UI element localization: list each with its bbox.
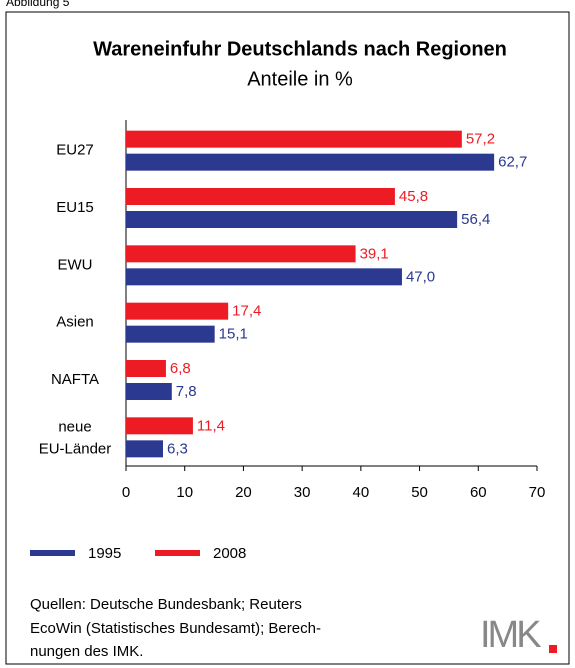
value-label: 6,8: [170, 360, 191, 377]
legend-label: 2008: [213, 545, 246, 562]
bar: [126, 268, 402, 286]
frame: [5, 11, 570, 665]
value-label: 11,4: [197, 417, 225, 434]
bar: [126, 383, 172, 400]
caption: Abbildung 5: [6, 0, 70, 9]
value-label: 47,0: [406, 268, 435, 285]
x-tick-label: 40: [353, 484, 370, 501]
source-line: Quellen: Deutsche Bundesbank; Reuters: [30, 596, 302, 613]
y-tick-label-line: EU-Länder: [39, 440, 112, 457]
value-label: 17,4: [232, 303, 261, 320]
value-label: 56,4: [461, 211, 490, 228]
y-tick-label-line: neue: [58, 418, 91, 435]
bar: [126, 417, 193, 435]
bar: [126, 188, 395, 205]
y-tick-label: Asien: [56, 314, 94, 331]
bar: [126, 153, 495, 171]
x-tick-label: 60: [470, 484, 487, 501]
x-tick-label: 10: [176, 484, 193, 501]
value-label: 45,8: [399, 188, 428, 205]
bar: [126, 360, 166, 377]
legend-label: 1995: [88, 545, 121, 562]
bar: [126, 302, 229, 320]
value-label: 7,8: [176, 383, 197, 400]
chart-title: Wareneinfuhr Deutschlands nach Regionen: [93, 38, 507, 60]
x-tick-label: 20: [235, 484, 252, 501]
x-tick-label: 0: [122, 484, 130, 501]
chart-subtitle: Anteile in %: [247, 68, 353, 90]
x-tick-label: 70: [529, 484, 546, 501]
value-label: 62,7: [498, 154, 527, 171]
y-tick-label: NAFTA: [51, 371, 99, 388]
source-line: nungen des IMK.: [30, 643, 143, 660]
x-tick-label: 50: [411, 484, 428, 501]
y-tick-label: EU27: [56, 142, 94, 159]
bar: [126, 245, 356, 263]
x-tick-label: 30: [294, 484, 311, 501]
y-tick-label: neue EU-Länder: [39, 418, 112, 457]
value-label: 15,1: [219, 326, 248, 343]
source-line: EcoWin (Statistisches Bundesamt); Berech…: [30, 620, 321, 637]
bar: [126, 440, 163, 458]
bar: [126, 325, 215, 343]
bar: [126, 130, 462, 148]
y-tick-label: EU15: [56, 199, 94, 216]
logo-dot: [549, 645, 557, 653]
value-label: 6,3: [167, 440, 188, 457]
value-label: 57,2: [466, 131, 495, 148]
y-tick-label: EWU: [58, 256, 93, 273]
value-label: 39,1: [360, 245, 389, 262]
bar: [126, 211, 458, 228]
logo: IMK: [480, 614, 541, 656]
